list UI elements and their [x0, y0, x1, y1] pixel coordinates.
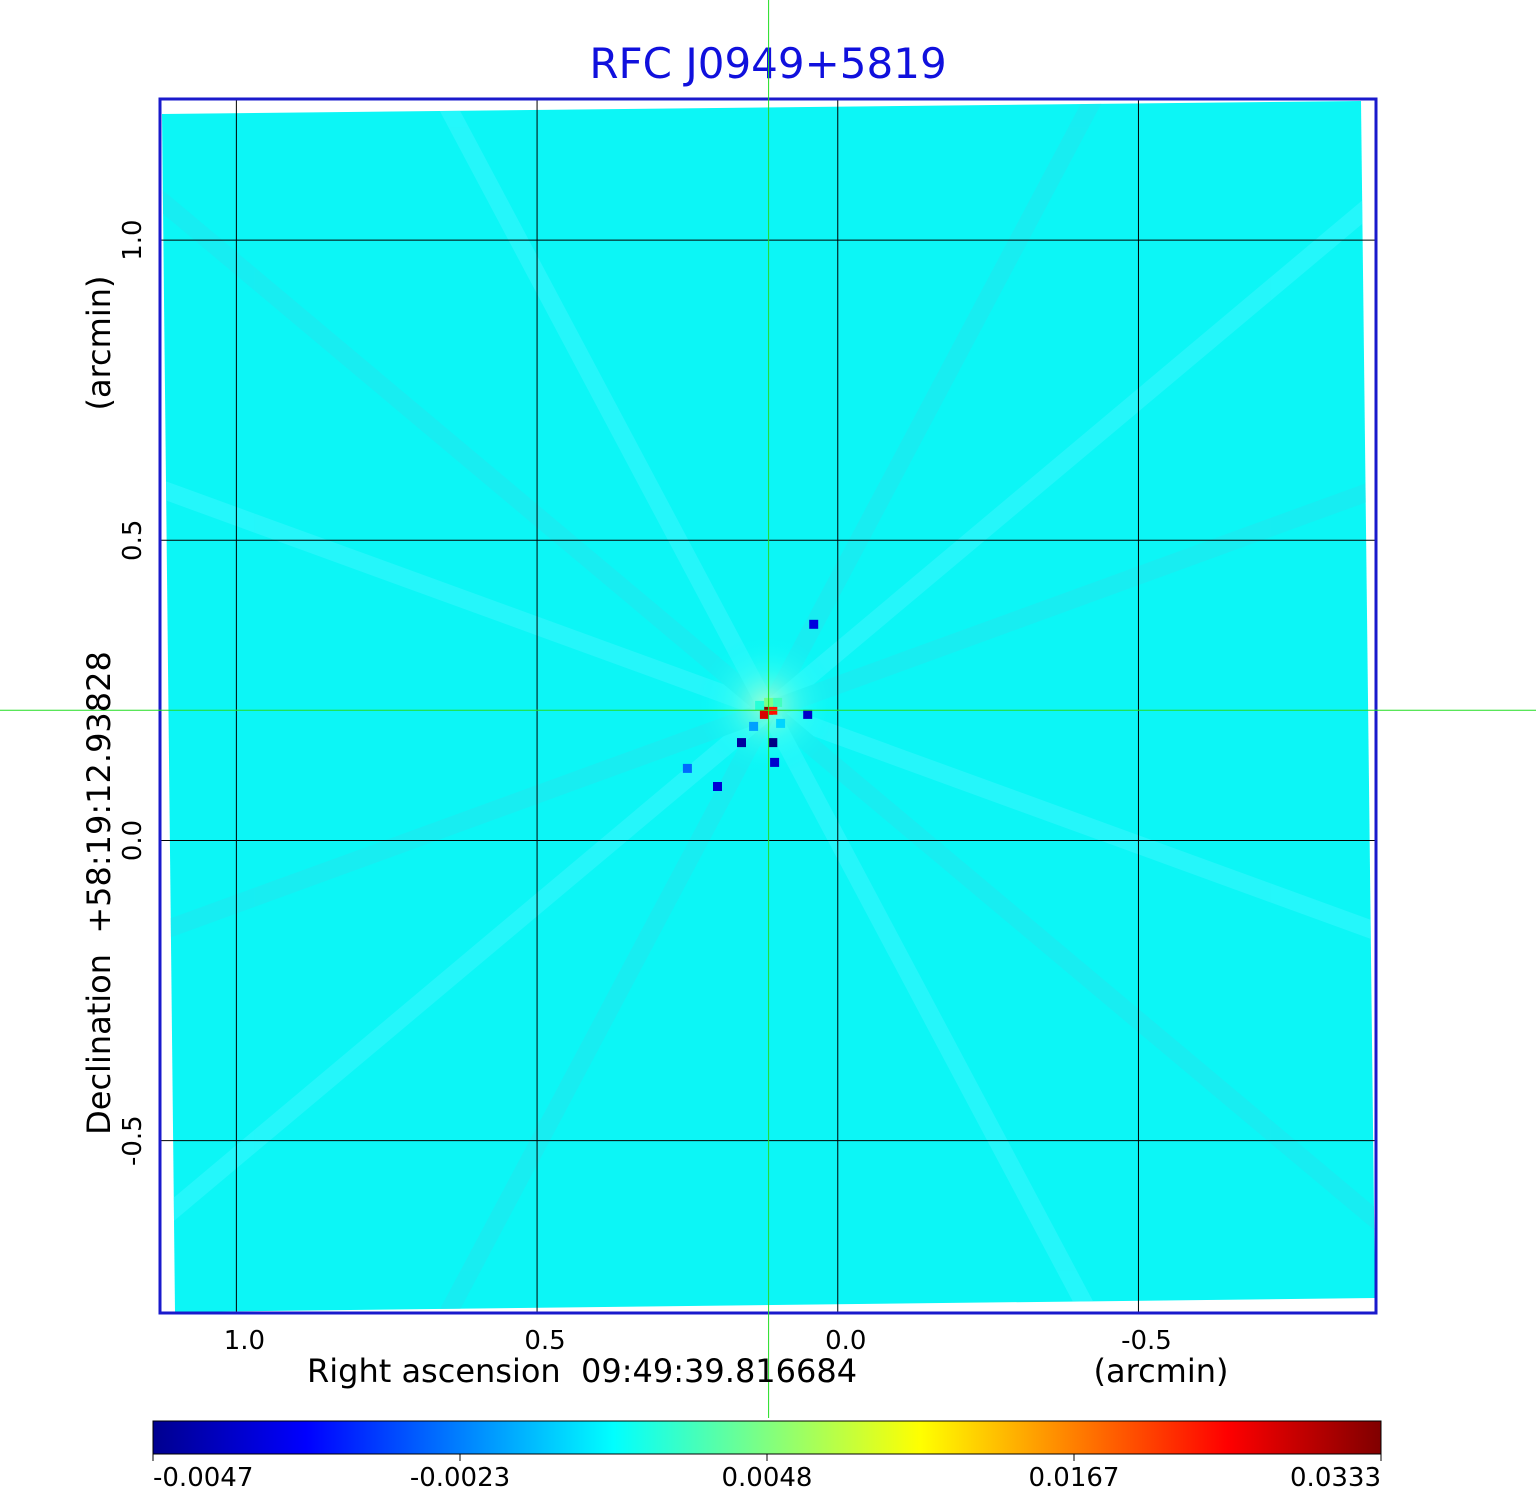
y-axis-unit: (arcmin) [80, 276, 118, 411]
x-tick-label: -0.5 [1121, 1326, 1172, 1356]
pixel [749, 721, 759, 731]
x-axis-label: Right ascension 09:49:39.816684 [307, 1352, 857, 1390]
plot-frame [158, 97, 1378, 1315]
y-tick-labels: 1.0 0.5 0.0 -0.5 [118, 219, 148, 1166]
colorbar-tick-label: -0.0047 [153, 1463, 253, 1493]
colorbar-tick-label: -0.0023 [410, 1463, 510, 1493]
x-tick-label: 0.0 [825, 1326, 866, 1356]
pixel [682, 763, 692, 773]
y-tick-label: -0.5 [118, 1115, 148, 1166]
y-tick-label: 0.5 [118, 520, 148, 561]
pixel [768, 738, 778, 748]
pixel [770, 757, 780, 767]
pixel [759, 709, 769, 719]
y-tick-label: 0.0 [118, 820, 148, 861]
x-tick-label: 0.5 [524, 1326, 565, 1356]
pixel [803, 709, 813, 719]
colorbar-tick-label: 0.0167 [1029, 1463, 1120, 1493]
coordinate-grid [160, 99, 1376, 1313]
pixel [755, 700, 765, 710]
x-axis-unit: (arcmin) [1094, 1352, 1229, 1390]
x-tick-label: 1.0 [224, 1326, 265, 1356]
pixel [713, 782, 722, 791]
pixel [773, 697, 783, 707]
y-axis-label: Declination +58:19:12.93828 [80, 651, 118, 1135]
colorbar [152, 1420, 1382, 1455]
colorbar-tick-label: 0.0048 [722, 1463, 813, 1493]
colorbar-ticks: -0.0047 -0.0023 0.0048 0.0167 0.0333 [152, 1454, 1382, 1493]
pixel [776, 718, 786, 728]
colorbar-tick-label: 0.0333 [1290, 1463, 1381, 1493]
pixel [737, 738, 746, 748]
chart-title: RFC J0949+5819 [589, 39, 946, 88]
x-tick-labels: 1.0 0.5 0.0 -0.5 [224, 1326, 1172, 1356]
pixel [809, 619, 819, 629]
y-tick-label: 1.0 [118, 219, 148, 260]
